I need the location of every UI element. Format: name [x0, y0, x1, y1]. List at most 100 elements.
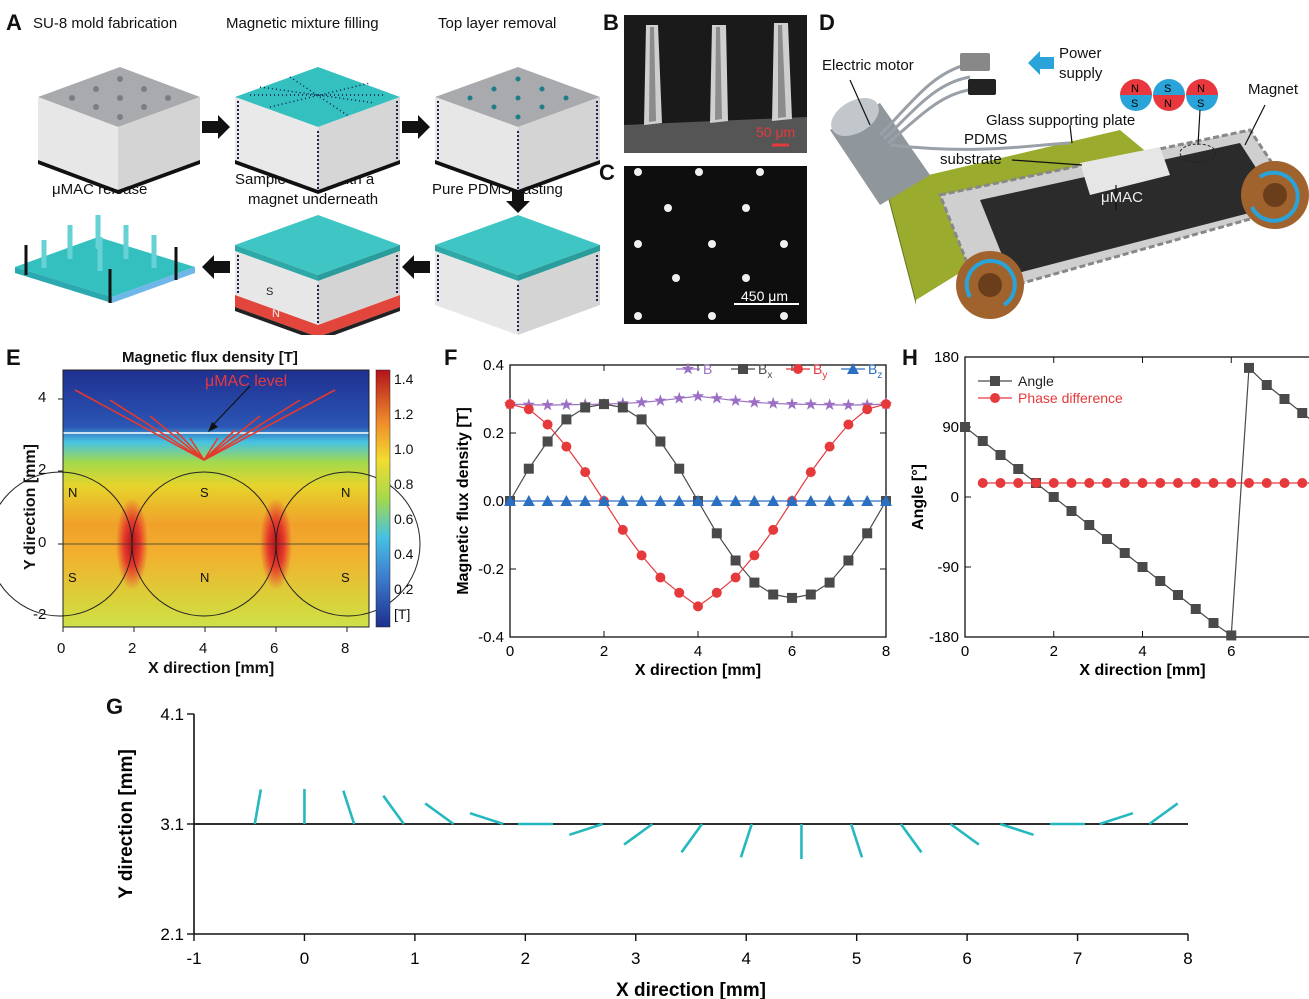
cilium — [253, 789, 263, 825]
data-point — [1173, 478, 1183, 488]
panel-label-c: C — [599, 160, 615, 185]
data-point — [1244, 478, 1254, 488]
data-point — [636, 550, 647, 561]
data-point — [692, 495, 704, 506]
cb-tick-6: 0.4 — [394, 546, 414, 562]
cilium — [469, 811, 504, 826]
e-xtick-4: 4 — [199, 640, 208, 657]
data-point — [579, 495, 592, 506]
e-xlabel: X direction [mm] — [148, 660, 275, 677]
block-curing — [235, 215, 400, 335]
sem-scale-450um: 450 μm — [741, 288, 788, 304]
panel-label-g: G — [106, 694, 124, 719]
x-tick-label: 2 — [521, 949, 530, 968]
cb-tick-4: 0.8 — [394, 476, 414, 492]
e-ytick-neg2: -2 — [33, 606, 47, 623]
data-point — [1155, 576, 1166, 586]
data-point — [1279, 394, 1290, 404]
data-point — [749, 577, 760, 588]
data-point — [655, 572, 666, 583]
legend-marker — [793, 364, 803, 374]
track-body — [980, 143, 1280, 275]
data-point — [824, 577, 835, 588]
plot-frame — [964, 356, 1309, 638]
data-point — [542, 419, 553, 430]
y-axis-label: Y direction [mm] — [116, 749, 137, 899]
legend-marker — [990, 393, 1000, 403]
cilium — [899, 823, 923, 854]
data-point — [730, 572, 741, 583]
data-point — [861, 398, 874, 410]
x-axis-label: X direction [mm] — [635, 662, 761, 679]
data-point — [1190, 478, 1201, 488]
data-point — [786, 495, 798, 506]
cb-unit: [T] — [394, 606, 411, 622]
pole-s-3: S — [1197, 98, 1204, 110]
data-point — [805, 589, 816, 600]
legend-label: Angle — [1018, 373, 1054, 389]
data-point — [580, 402, 591, 413]
data-point — [1048, 478, 1059, 488]
chart-g: -1 0 1 2 3 4 5 6 7 8 4.1 3.1 2.1 X direction [mm] Y di… — [116, 705, 1193, 999]
x-tick-label: 2 — [600, 643, 608, 660]
layer-letter-s: S — [266, 286, 273, 298]
e-xtick-2: 2 — [128, 640, 137, 657]
data-point — [805, 467, 816, 478]
x-tick-label: 5 — [852, 949, 861, 968]
cilium — [424, 802, 455, 826]
e-ylabel: Y direction [mm] — [21, 444, 39, 570]
legend-label: Phase difference — [1018, 390, 1123, 406]
data-point — [785, 397, 799, 410]
series-line-angle — [964, 366, 1309, 637]
data-point — [1297, 408, 1308, 418]
pole-s-2: S — [1164, 83, 1171, 95]
data-point — [748, 395, 761, 408]
data-point — [561, 414, 572, 425]
data-point — [767, 396, 780, 409]
cilium — [680, 823, 704, 854]
label-magnet: Magnet — [1248, 81, 1299, 98]
cb-tick-3: 1.0 — [394, 441, 414, 457]
label-pdms: PDMS — [964, 131, 1008, 148]
block-umac-release — [15, 215, 195, 303]
label-supply: supply — [1059, 65, 1103, 82]
e-xtick-0: 0 — [57, 640, 66, 657]
label-umac: μMAC — [1101, 189, 1143, 206]
data-point — [598, 495, 610, 506]
data-point — [843, 555, 854, 566]
data-point — [505, 399, 515, 410]
data-point — [504, 495, 516, 506]
data-point — [710, 391, 723, 404]
y-tick-label: 90 — [942, 419, 959, 436]
cb-tick-1: 1.4 — [394, 371, 414, 387]
cilium — [949, 822, 980, 846]
x-tick-label: 0 — [300, 949, 309, 968]
data-point — [995, 450, 1006, 460]
y-tick-label: -0.4 — [478, 629, 504, 646]
data-point — [1173, 590, 1183, 600]
y-axis-label: Magnetic flux density [T] — [455, 407, 472, 595]
cilium — [1099, 811, 1134, 826]
step-curing-2: magnet underneath — [248, 191, 379, 208]
x-tick-label: 7 — [1073, 949, 1082, 968]
cilium — [382, 794, 405, 825]
data-point — [823, 398, 836, 410]
legend-label: Bx — [758, 361, 772, 381]
data-point — [636, 414, 647, 425]
data-point — [1066, 506, 1077, 516]
pole-n-3: N — [1197, 83, 1205, 95]
x-tick-label: 4 — [694, 643, 702, 660]
data-point — [1137, 562, 1148, 572]
data-point — [768, 589, 779, 600]
data-point — [523, 404, 534, 415]
data-point — [842, 495, 855, 506]
x-axis-label: X direction [mm] — [1079, 662, 1205, 679]
x-tick-label: 8 — [882, 643, 890, 660]
y-tick-label: 0.4 — [483, 357, 504, 374]
sem-image-top — [624, 166, 807, 324]
electric-motor — [830, 98, 930, 205]
e-pole-s-left: S — [68, 570, 77, 585]
data-point — [561, 441, 572, 452]
flux-density-map — [0, 369, 421, 632]
label-electric-motor: Electric motor — [822, 57, 914, 74]
